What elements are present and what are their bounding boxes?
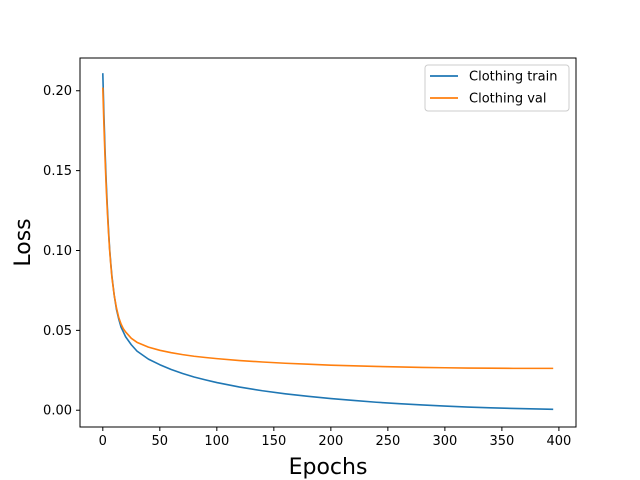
x-tick-label: 200 bbox=[318, 434, 343, 449]
y-tick-label: 0.05 bbox=[43, 324, 72, 339]
x-tick-label: 0 bbox=[99, 434, 107, 449]
series-line-clothing-val bbox=[102, 87, 554, 370]
legend-label: Clothing val bbox=[469, 92, 547, 107]
y-tick-label: 0.00 bbox=[43, 404, 72, 419]
legend-label: Clothing train bbox=[469, 70, 557, 85]
y-axis-title: Loss bbox=[11, 218, 36, 266]
x-axis-title: Epochs bbox=[289, 455, 368, 480]
x-tick-label: 350 bbox=[489, 434, 514, 449]
x-tick-label: 400 bbox=[546, 434, 571, 449]
series-layer bbox=[102, 73, 554, 411]
plot-frame bbox=[79, 57, 577, 428]
y-axis-ticks: 0.00 0.05 0.10 0.15 0.20 bbox=[43, 84, 80, 419]
x-tick-label: 50 bbox=[152, 434, 169, 449]
legend-box bbox=[424, 64, 570, 112]
x-tick-label: 250 bbox=[375, 434, 400, 449]
x-tick-label: 150 bbox=[261, 434, 286, 449]
x-tick-label: 300 bbox=[432, 434, 457, 449]
x-tick-label: 100 bbox=[204, 434, 229, 449]
y-tick-label: 0.15 bbox=[43, 164, 72, 179]
legend: Clothing train Clothing val bbox=[424, 64, 570, 112]
y-tick-label: 0.20 bbox=[43, 84, 72, 99]
y-tick-label: 0.10 bbox=[43, 244, 72, 259]
x-axis-ticks: 0 50 100 150 200 250 300 350 400 bbox=[99, 427, 571, 449]
